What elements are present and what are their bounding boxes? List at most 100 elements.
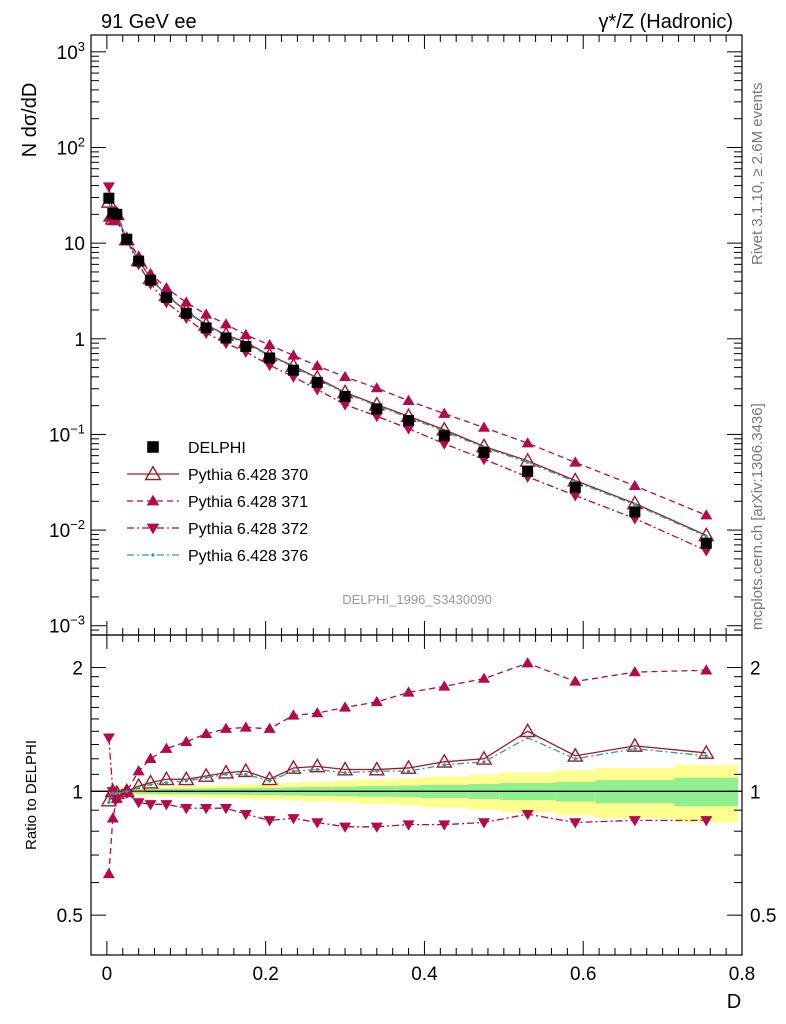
main-point-p371 [402, 394, 415, 405]
ratio-point-p376 [633, 747, 637, 751]
main-ytick-label: 10−2 [49, 517, 85, 542]
main-ytick-label: 10−1 [49, 421, 85, 446]
ratio-point-p371 [521, 657, 534, 668]
main-ytick-label: 10−3 [49, 613, 85, 638]
main-point-p371 [438, 407, 451, 418]
xtick-label: 0.6 [570, 964, 596, 985]
ratio-point-p376 [244, 772, 248, 776]
main-line-p376 [108, 202, 707, 537]
ratio-point-p372 [402, 820, 415, 831]
ratio-point-p376 [115, 791, 119, 795]
ratio-line-p370 [108, 730, 707, 801]
main-ytick-label: 103 [57, 39, 85, 64]
ratio-point-p372 [339, 822, 352, 833]
main-point-p372 [102, 182, 115, 193]
ratio-point-p370 [158, 770, 175, 786]
main-point-data [287, 364, 299, 376]
ratio-point-p376 [375, 769, 379, 773]
legend-marker [144, 465, 162, 481]
ratio-point-p372 [628, 816, 641, 827]
ratio-point-p371 [402, 686, 415, 697]
main-point-data [240, 341, 252, 353]
xtick-label: 0.2 [252, 964, 278, 985]
ratio-series-p371 [102, 657, 713, 879]
ratio-point-p370 [436, 753, 453, 768]
ratio-plot-panel: 2 21 10.5 0.50 0.2 0.4 0.6 0.8 Ratio to DELPHI … [23, 634, 776, 1013]
legend-item-p376: Pythia 6.428 376 [127, 548, 308, 565]
ratio-point-p376 [704, 754, 708, 758]
main-ylabel: N dσ/dD [19, 83, 41, 158]
ratio-point-p372 [160, 800, 173, 811]
ratio-point-p372 [370, 822, 383, 833]
ratio-ytick-label-left: 0.5 [57, 906, 83, 927]
ratio-point-p376 [125, 789, 129, 793]
ratio-point-p370 [309, 757, 326, 773]
ratio-point-p370 [368, 761, 386, 776]
ratio-point-p376 [406, 769, 411, 773]
main-point-p372 [700, 546, 713, 557]
ratio-point-p370 [100, 792, 118, 807]
ratio-point-p376 [137, 786, 141, 790]
main-point-p371 [477, 421, 490, 432]
main-point-data [121, 233, 133, 245]
main-line-p370 [108, 201, 707, 536]
main-plot-frame [90, 34, 743, 636]
header-energy-label: 91 GeV ee [101, 11, 197, 33]
ratio-point-p376 [268, 779, 272, 783]
main-point-data [339, 390, 351, 402]
main-point-data [264, 352, 276, 364]
ratio-ytick-label-right: 2 [750, 659, 761, 680]
ratio-point-p372 [200, 803, 213, 815]
ratio-point-p371 [477, 672, 490, 683]
ratio-point-p371 [102, 867, 115, 879]
main-point-p372 [339, 400, 352, 411]
ratio-point-p370 [237, 762, 255, 778]
ratio-point-p370 [261, 770, 278, 786]
main-point-p371 [180, 296, 193, 307]
ratio-point-p372 [132, 798, 145, 809]
main-point-p371 [311, 359, 324, 371]
rivet-version-label: Rivet 3.1.10, ≥ 2.6M events [749, 83, 766, 266]
main-point-data [220, 332, 232, 344]
ratio-point-p370 [626, 737, 644, 752]
ratio-point-p371 [311, 707, 324, 718]
main-data-series [100, 182, 715, 557]
main-point-p372 [402, 424, 415, 435]
ratio-point-p372 [110, 794, 123, 805]
main-point-p376 [526, 460, 530, 465]
x-axis-label: D [727, 991, 741, 1013]
main-point-p372 [263, 360, 276, 372]
ratio-point-p372 [102, 733, 115, 744]
ratio-ytick-label-left: 2 [72, 659, 83, 680]
ratio-point-p370 [178, 770, 195, 786]
main-ytick-label: 1 [74, 330, 85, 351]
main-point-p371 [521, 437, 534, 448]
main-point-data [478, 446, 490, 458]
ratio-point-p371 [370, 695, 383, 707]
main-point-data [145, 274, 157, 286]
header-process-label: γ*/Z (Hadronic) [599, 11, 733, 33]
ratio-series-p376 [107, 736, 708, 805]
legend-item-p372: Pythia 6.428 372 [127, 521, 308, 538]
legend-label: Pythia 6.428 371 [188, 494, 308, 511]
ratio-ytick-label-left: 1 [72, 782, 83, 803]
main-point-data [311, 376, 323, 388]
ratio-point-p376 [107, 800, 111, 805]
ratio-point-p376 [148, 782, 153, 786]
ratio-point-p372 [219, 803, 232, 815]
legend-label: Pythia 6.428 372 [188, 521, 308, 538]
ratio-point-p376 [224, 772, 228, 776]
xtick-label: 0 [102, 964, 113, 985]
ratio-point-p371 [180, 735, 193, 746]
main-point-data [522, 465, 534, 477]
ratio-plot-frame [90, 634, 743, 956]
ratio-point-p372 [569, 818, 582, 829]
main-point-p376 [704, 534, 708, 538]
ratio-ytick-label-right: 1 [750, 782, 761, 803]
ratio-point-p376 [111, 791, 115, 795]
ratio-point-p376 [343, 771, 347, 775]
main-point-data [200, 322, 212, 334]
legend-marker [146, 523, 160, 535]
ratio-point-p370 [698, 744, 715, 759]
